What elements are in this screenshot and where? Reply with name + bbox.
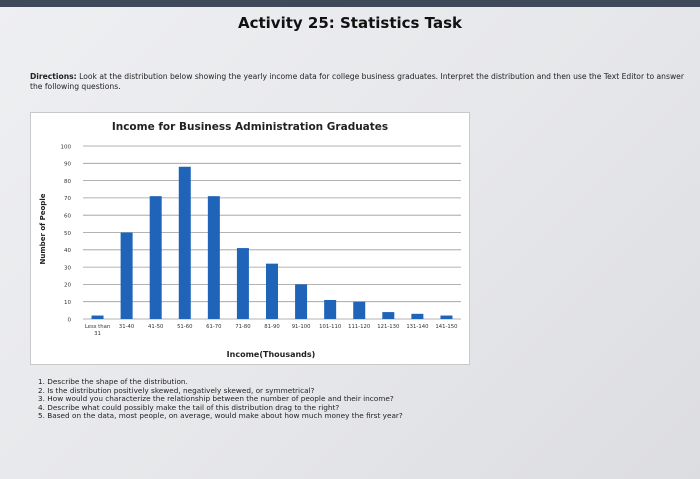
chart-frame: Income for Business Administration Gradu… [30, 112, 470, 365]
gridlines [83, 145, 461, 320]
bar [440, 315, 453, 319]
income-histogram: Income for Business Administration Gradu… [39, 121, 461, 359]
x-tick-label: 31-40 [119, 324, 135, 330]
y-tick-labels: 0 10 20 30 40 50 60 70 80 90 100 [61, 144, 72, 323]
question-item: 4. Describe what could possibly make the… [38, 402, 340, 412]
bars [91, 166, 453, 319]
x-tick-label: 81-90 [264, 324, 280, 330]
directions-text: Directions: Look at the distribution bel… [30, 72, 690, 92]
page-title: Activity 25: Statistics Task [237, 14, 462, 32]
window-top-bar [0, 0, 700, 7]
y-tick-label: 60 [64, 214, 71, 220]
bar [178, 166, 191, 319]
x-tick-label: 51-60 [177, 324, 193, 330]
y-tick-label: 0 [68, 317, 72, 323]
x-tick-label: Less than [85, 324, 110, 330]
x-tick-label: 61-70 [206, 324, 222, 330]
x-tick-label: 71-80 [235, 324, 251, 330]
y-tick-label: 50 [64, 231, 71, 237]
y-tick-label: 70 [64, 196, 71, 202]
x-tick-label: 91-100 [292, 324, 311, 330]
chart-title: Income for Business Administration Gradu… [112, 121, 388, 133]
x-tick-label: 131-140 [406, 324, 429, 330]
directions-label: Directions: [30, 72, 77, 81]
y-tick-label: 40 [64, 248, 71, 254]
bar [149, 196, 162, 319]
y-tick-label: 20 [64, 283, 71, 289]
bar [207, 196, 220, 319]
bar [266, 263, 278, 319]
bar [91, 315, 104, 319]
x-tick-label: 101-110 [319, 324, 342, 330]
y-tick-label: 10 [64, 300, 71, 306]
directions-body: Look at the distribution below showing t… [30, 72, 684, 91]
question-item: 3. How would you characterize the relati… [38, 394, 394, 404]
bar [295, 284, 308, 319]
x-tick-label: 41-50 [148, 324, 164, 330]
question-list: 1. Describe the shape of the distributio… [38, 377, 678, 421]
x-tick-label: 111-120 [348, 324, 371, 330]
x-axis-label: Income(Thousands) [227, 350, 316, 359]
x-tick-label: 121-130 [377, 324, 400, 330]
question-item: 2. Is the distribution positively skewed… [38, 385, 315, 395]
bar [411, 313, 424, 319]
question-item: 1. Describe the shape of the distributio… [38, 377, 188, 386]
bar [382, 312, 395, 319]
y-tick-label: 80 [64, 179, 71, 185]
bar [324, 299, 337, 319]
y-axis-label: Number of People [39, 193, 47, 264]
bar [120, 232, 133, 319]
y-tick-label: 100 [61, 144, 72, 150]
x-tick-label: 141-150 [435, 324, 458, 330]
y-tick-label: 90 [64, 162, 71, 168]
x-tick-label: 31 [94, 331, 101, 337]
question-item: 5. Based on the data, most people, on av… [38, 411, 403, 421]
bar [353, 301, 366, 319]
y-tick-label: 30 [64, 265, 71, 271]
bar [236, 248, 249, 319]
